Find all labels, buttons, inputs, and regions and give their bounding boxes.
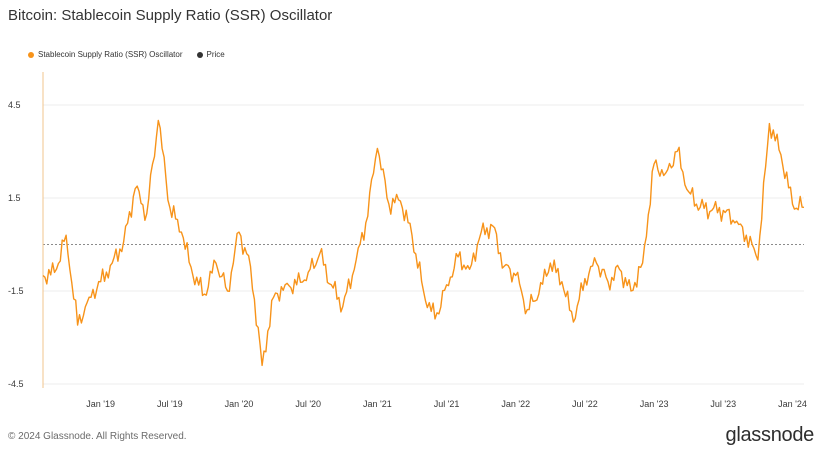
legend-item-ssr[interactable]: Stablecoin Supply Ratio (SSR) Oscillator	[28, 50, 183, 59]
x-tick-label: Jul '20	[295, 399, 321, 409]
y-tick-label: -4.5	[8, 379, 24, 389]
chart-plot[interactable]: 4.5 1.5 -1.5 -4.5 Jan '19 Jul '19 Jan '20 Jul '…	[0, 0, 826, 420]
legend-swatch-price	[196, 51, 203, 58]
x-tick-label: Jan '23	[640, 399, 669, 409]
x-tick-label: Jul '23	[710, 399, 736, 409]
legend-item-price[interactable]: Price	[196, 50, 225, 59]
legend-label-ssr: Stablecoin Supply Ratio (SSR) Oscillator	[38, 50, 183, 59]
x-tick-label: Jan '19	[86, 399, 115, 409]
x-tick-label: Jan '22	[501, 399, 530, 409]
chart-title: Bitcoin: Stablecoin Supply Ratio (SSR) O…	[8, 7, 333, 24]
y-tick-label: -1.5	[8, 286, 24, 296]
series-line-ssr	[42, 119, 805, 367]
x-tick-label: Jan '24	[778, 399, 807, 409]
glassnode-logo: glassnode	[725, 424, 815, 446]
copyright-text: © 2024 Glassnode. All Rights Reserved.	[8, 431, 187, 442]
x-tick-label: Jul '19	[157, 399, 183, 409]
x-tick-label: Jul '22	[572, 399, 598, 409]
x-tick-label: Jan '21	[363, 399, 392, 409]
legend-label-price: Price	[206, 50, 225, 59]
legend: Stablecoin Supply Ratio (SSR) Oscillator…	[28, 50, 225, 59]
legend-swatch-ssr	[28, 51, 34, 58]
x-tick-label: Jan '20	[225, 399, 254, 409]
x-tick-label: Jul '21	[434, 399, 460, 409]
y-tick-label: 4.5	[8, 100, 21, 110]
y-tick-label: 1.5	[8, 193, 21, 203]
